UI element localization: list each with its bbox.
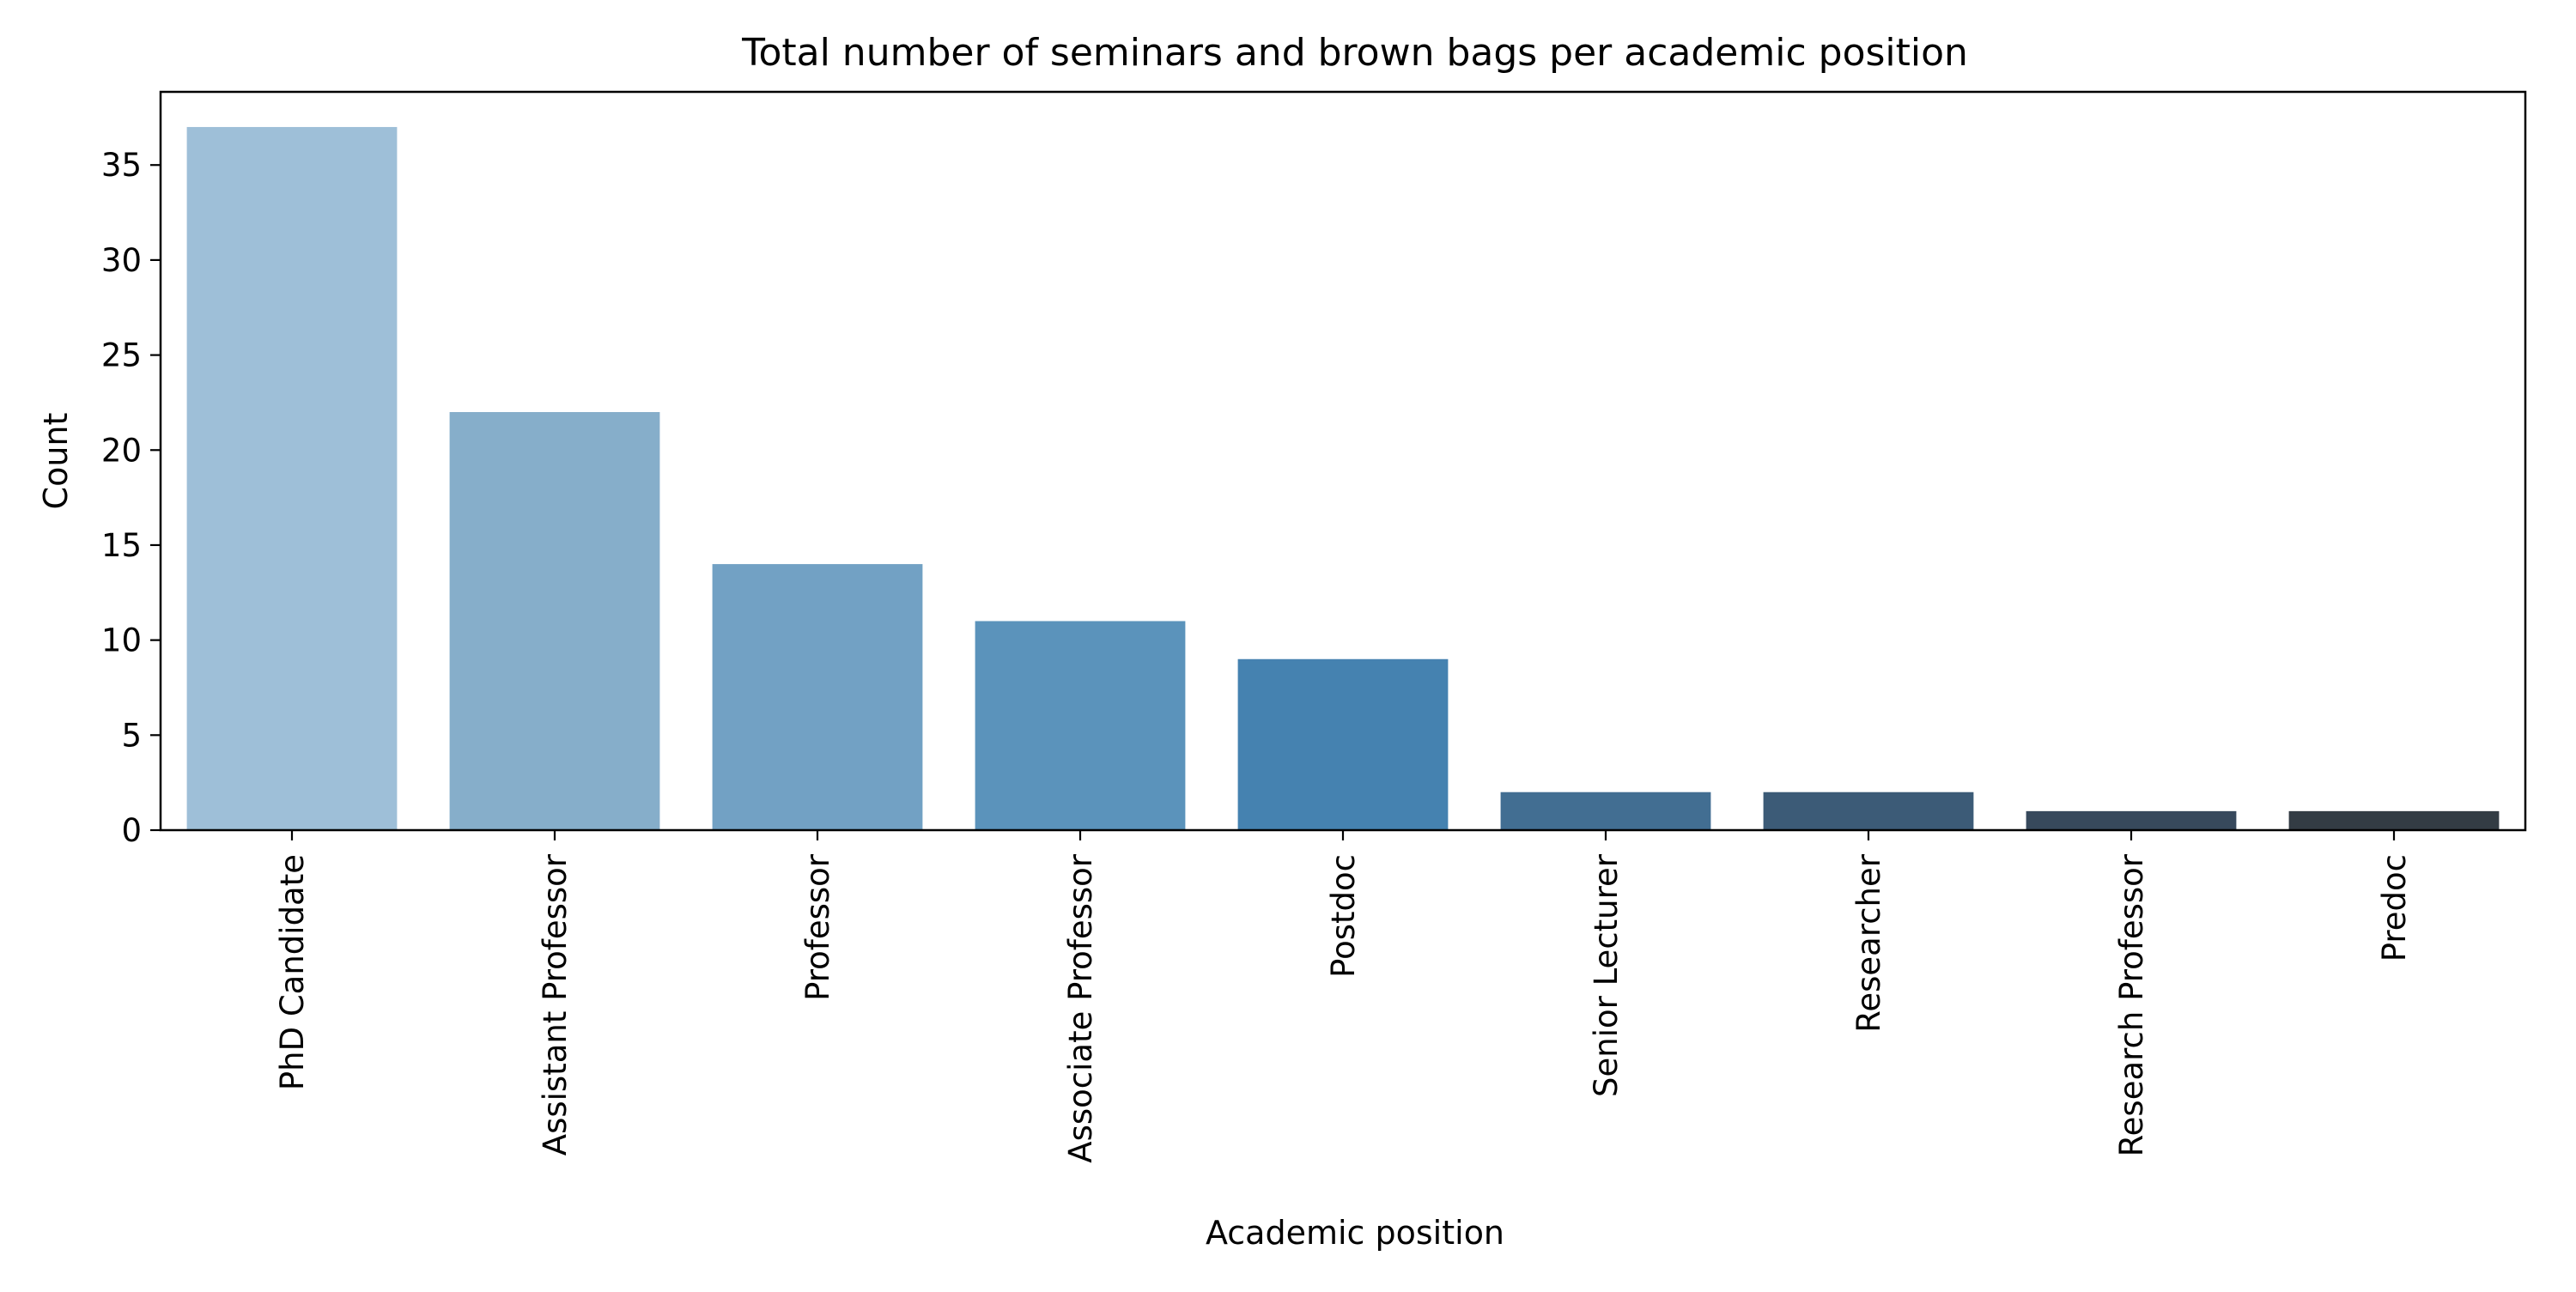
- y-tick-label: 5: [121, 717, 142, 754]
- bar-predoc: [2288, 810, 2500, 830]
- plot-area-frame: [159, 90, 2527, 832]
- x-tick-label: Predoc: [2376, 854, 2413, 961]
- bar-postdoc: [1237, 658, 1449, 830]
- bar-researcher: [1763, 792, 1974, 830]
- y-tick-label: 10: [101, 622, 142, 659]
- chart-title: Total number of seminars and brown bags …: [741, 31, 1968, 75]
- x-tick-label: Senior Lecturer: [1588, 853, 1625, 1097]
- bar-associate-professor: [975, 621, 1186, 830]
- y-tick-label: 20: [101, 432, 142, 469]
- x-tick-label: Postdoc: [1325, 854, 1362, 978]
- x-tick-label: Professor: [799, 853, 836, 1001]
- x-tick-label: Researcher: [1850, 853, 1887, 1032]
- ticks-layer: PhD Candidate Assistant Professor Professo…: [101, 147, 2413, 1163]
- bars-layer: [186, 126, 2500, 830]
- bar-professor: [712, 564, 923, 830]
- bar-assistant-professor: [449, 411, 660, 830]
- bar-research-professor: [2026, 810, 2237, 830]
- x-tick-label: Assistant Professor: [537, 853, 574, 1156]
- y-tick-label: 35: [101, 147, 142, 184]
- y-tick-label: 0: [121, 812, 142, 849]
- x-tick-label: PhD Candidate: [274, 854, 311, 1090]
- bar-phd-candidate: [186, 126, 398, 830]
- bar-senior-lecturer: [1500, 792, 1711, 830]
- y-tick-label: 30: [101, 242, 142, 279]
- y-tick-label: 25: [101, 337, 142, 374]
- y-axis-label: Count: [37, 413, 75, 510]
- x-tick-label: Research Professor: [2113, 853, 2150, 1156]
- y-tick-label: 15: [101, 527, 142, 564]
- x-axis-label: Academic position: [1206, 1214, 1504, 1252]
- x-tick-label: Associate Professor: [1062, 853, 1099, 1163]
